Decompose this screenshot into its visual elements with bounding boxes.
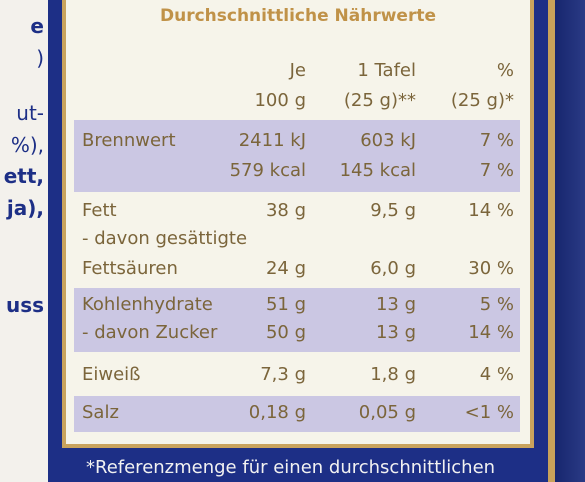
row-label: Salz (82, 402, 119, 423)
row-per100: 38 g (265, 200, 306, 221)
header-tafel-line1: 1 Tafel (357, 60, 416, 81)
row-per100: 51 g (265, 294, 306, 315)
left-packaging-strip: e ) ut- %), ett, ja), uss (0, 0, 48, 482)
table-header-row: Je 100 g 1 Tafel (25 g)** % (25 g)* (74, 60, 520, 120)
right-package-edge (555, 0, 585, 482)
left-fragment: e (30, 14, 44, 38)
left-fragment: ut- (16, 101, 44, 125)
row-per-tafel: 603 kJ (360, 130, 416, 151)
row-per-tafel: 1,8 g (370, 364, 416, 385)
row-per-tafel: 9,5 g (370, 200, 416, 221)
left-fragment: ja), (6, 196, 44, 220)
row-per100: 24 g (265, 258, 306, 279)
nutrition-title: Durchschnittliche Nährwerte (159, 6, 436, 26)
left-fragment: %), (10, 133, 44, 157)
row-label: - davon Zucker (82, 322, 218, 343)
left-fragment: ) (36, 46, 44, 70)
row-per100: 0,18 g (248, 402, 306, 423)
left-fragment: ett, (3, 164, 44, 188)
row-label: Fettsäuren (82, 258, 178, 279)
header-per100-line1: Je (289, 60, 306, 81)
gold-border-strip (548, 0, 556, 482)
row-per-tafel: 13 g (375, 322, 416, 343)
row-label: Kohlenhydrate (82, 294, 213, 315)
row-per-tafel: 0,05 g (358, 402, 416, 423)
header-per100-line2: 100 g (254, 90, 306, 111)
table-row-brennwert: Brennwert 2411 kJ 579 kcal 603 kJ 145 kc… (74, 120, 520, 192)
row-pct: 5 % (479, 294, 514, 315)
table-row-kohlenhydrate: Kohlenhydrate - davon Zucker 51 g 50 g 1… (74, 288, 520, 352)
row-label: Eiweiß (82, 364, 141, 385)
row-per100: 50 g (265, 322, 306, 343)
row-label: - davon gesättigte (82, 228, 248, 249)
row-pct: 14 % (468, 200, 514, 221)
row-per-tafel: 145 kcal (339, 160, 416, 181)
row-pct: 4 % (479, 364, 514, 385)
table-row-salz: Salz 0,18 g 0,05 g <1 % (74, 396, 520, 432)
nutrition-panel (62, 0, 534, 448)
row-pct: 7 % (479, 130, 514, 151)
row-pct: 7 % (479, 160, 514, 181)
row-per100: 2411 kJ (238, 130, 306, 151)
header-pct-line1: % (496, 60, 514, 81)
table-row-eiweiss: Eiweiß 7,3 g 1,8 g 4 % (74, 358, 520, 394)
header-tafel-line2: (25 g)** (343, 90, 416, 111)
row-per-tafel: 13 g (375, 294, 416, 315)
header-pct-line2: (25 g)* (450, 90, 514, 111)
row-pct: 14 % (468, 322, 514, 343)
footnote: *Referenzmenge für einen durchschnittlic… (86, 457, 496, 478)
table-row-fett: Fett - davon gesättigte Fettsäuren 38 g … (74, 192, 520, 288)
left-fragment: uss (5, 293, 44, 317)
row-pct: <1 % (464, 402, 514, 423)
row-per100: 7,3 g (260, 364, 306, 385)
row-label: Brennwert (82, 130, 176, 151)
nutrition-table: Je 100 g 1 Tafel (25 g)** % (25 g)* Bren… (74, 52, 520, 442)
row-pct: 30 % (468, 258, 514, 279)
row-label: Fett (82, 200, 117, 221)
row-per-tafel: 6,0 g (370, 258, 416, 279)
row-per100: 579 kcal (229, 160, 306, 181)
